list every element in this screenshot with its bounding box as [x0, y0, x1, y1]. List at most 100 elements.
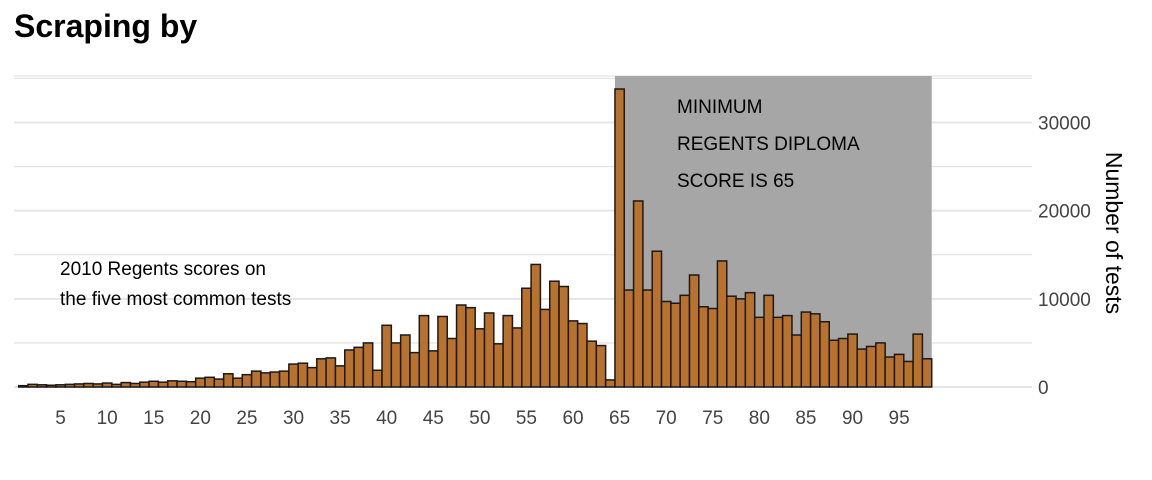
- bar: [809, 313, 821, 388]
- bar: [763, 294, 775, 388]
- bar: [17, 384, 29, 388]
- bar: [176, 380, 188, 388]
- bar: [92, 383, 104, 388]
- annotation-text: SCORE IS 65: [677, 171, 794, 192]
- annotation-text: 2010 Regents scores on: [60, 259, 266, 280]
- bar: [670, 302, 681, 388]
- bar: [642, 289, 653, 388]
- bar: [586, 340, 598, 388]
- bar: [306, 366, 318, 388]
- annotations: 2010 Regents scores on the five most comm…: [60, 97, 860, 310]
- bar: [847, 333, 858, 388]
- bar: [744, 291, 756, 388]
- bar: [36, 384, 48, 388]
- bar: [530, 263, 542, 388]
- y-tick-label: 10000: [1038, 290, 1091, 311]
- bar: [800, 311, 812, 388]
- bar: [446, 337, 458, 388]
- bar: [921, 358, 933, 388]
- bar: [465, 306, 476, 388]
- bar: [278, 370, 290, 388]
- x-tick-label: 60: [562, 408, 583, 429]
- y-axis-title: Number of tests: [1101, 152, 1127, 314]
- bar: [129, 382, 141, 388]
- bar: [409, 351, 421, 388]
- bar: [101, 382, 113, 388]
- bar: [213, 378, 225, 388]
- bar: [250, 370, 262, 388]
- bar: [576, 322, 588, 388]
- bar: [344, 349, 355, 388]
- bar: [269, 371, 281, 388]
- bar: [157, 381, 169, 388]
- bar: [194, 377, 206, 388]
- bar: [567, 320, 579, 388]
- bar: [166, 380, 178, 388]
- x-tick-label: 15: [143, 408, 164, 429]
- bar: [632, 200, 644, 388]
- x-tick-label: 5: [55, 408, 66, 429]
- annotation-text: REGENTS DIPLOMA: [677, 134, 860, 155]
- bar: [623, 289, 635, 388]
- bar: [548, 280, 560, 388]
- bar: [595, 344, 607, 388]
- bar: [288, 363, 299, 388]
- bar: [614, 88, 626, 388]
- bar: [781, 314, 793, 388]
- bar: [474, 328, 486, 388]
- bar: [558, 285, 570, 388]
- x-tick-label: 40: [376, 408, 397, 429]
- bar: [688, 274, 700, 388]
- bar: [604, 379, 616, 388]
- bar: [707, 307, 719, 388]
- x-tick-label: 55: [516, 408, 537, 429]
- bar: [502, 314, 514, 388]
- bar: [539, 308, 551, 388]
- x-tick-label: 75: [702, 408, 723, 429]
- bar: [73, 383, 85, 388]
- bar: [222, 373, 234, 388]
- bar: [148, 380, 160, 388]
- bar: [735, 298, 747, 388]
- bar: [45, 384, 57, 388]
- bar: [418, 314, 430, 388]
- x-tick-label: 95: [889, 408, 910, 429]
- bar: [772, 316, 784, 388]
- x-tick-label: 30: [283, 408, 304, 429]
- bar: [399, 334, 411, 388]
- bar: [660, 300, 672, 388]
- bar: [316, 358, 327, 388]
- x-tick-label: 35: [330, 408, 351, 429]
- y-axis-ticks: 0 10000 20000 30000: [1038, 114, 1091, 399]
- bar: [511, 327, 523, 388]
- bar: [139, 381, 150, 388]
- x-tick-label: 85: [795, 408, 816, 429]
- bar: [893, 353, 905, 388]
- bar: [455, 304, 467, 388]
- x-axis-ticks: 5 10 15 20 25 30 35 40 45 50 55 60 65 70 75 80 85 90 95: [55, 408, 909, 429]
- bar: [903, 360, 914, 388]
- x-tick-label: 20: [190, 408, 211, 429]
- annotation-text: MINIMUM: [677, 97, 762, 118]
- bar: [260, 372, 271, 388]
- bar: [241, 373, 253, 388]
- bar: [483, 312, 495, 388]
- x-tick-label: 70: [656, 408, 677, 429]
- bar: [204, 376, 216, 388]
- y-tick-label: 0: [1038, 378, 1049, 399]
- bar: [325, 357, 337, 388]
- bar: [362, 342, 374, 388]
- bar: [493, 343, 504, 388]
- bars: [17, 88, 933, 388]
- bar: [819, 321, 830, 388]
- bar: [297, 362, 309, 388]
- x-tick-label: 65: [609, 408, 630, 429]
- x-tick-label: 45: [423, 408, 444, 429]
- bar: [698, 306, 709, 388]
- bar: [875, 342, 886, 388]
- bar: [64, 383, 76, 388]
- annotation-text: the five most common tests: [60, 289, 291, 310]
- bar: [381, 324, 393, 388]
- x-tick-label: 50: [469, 408, 490, 429]
